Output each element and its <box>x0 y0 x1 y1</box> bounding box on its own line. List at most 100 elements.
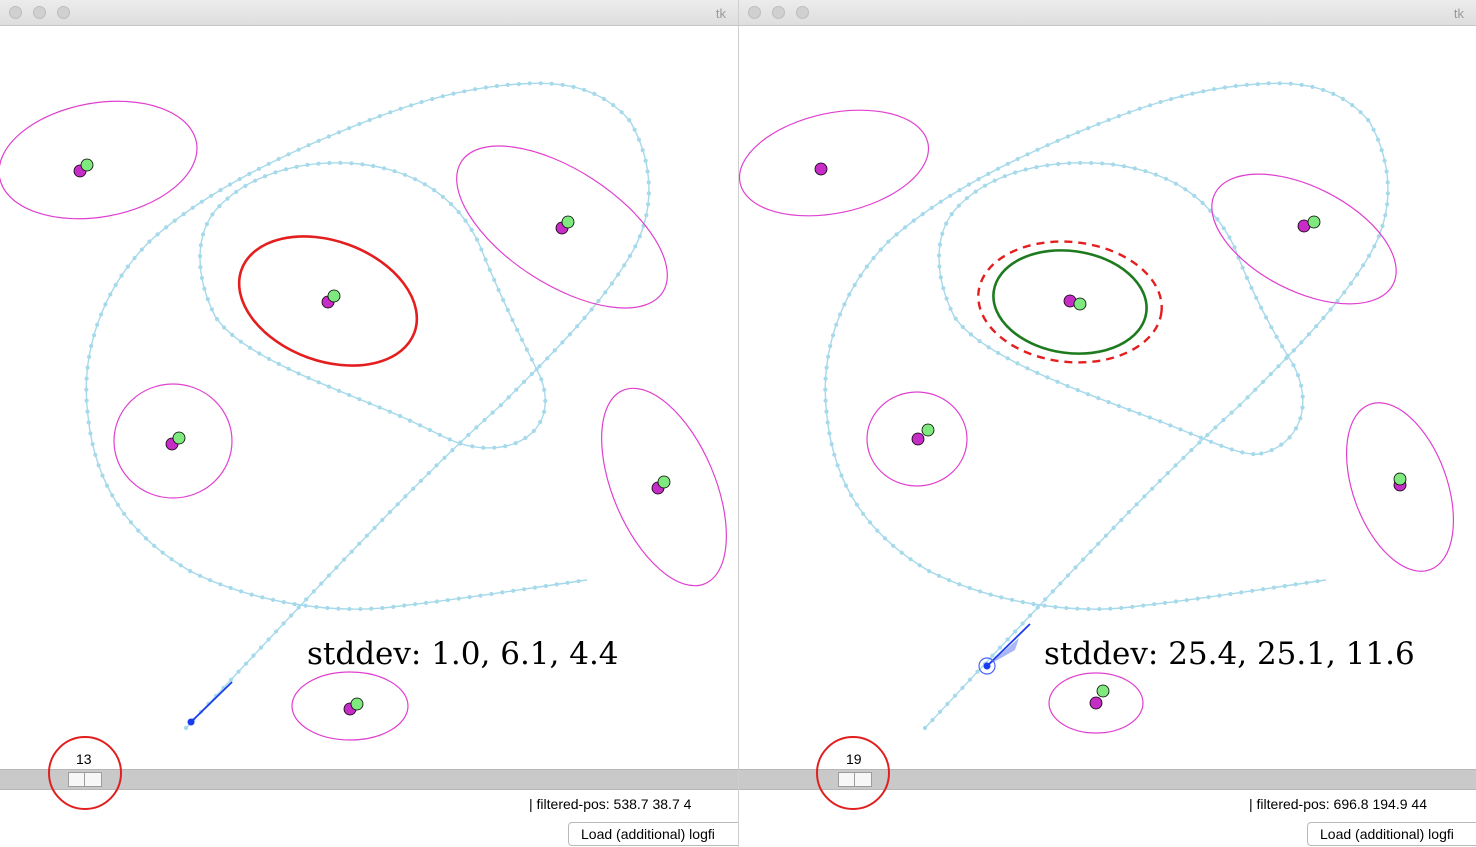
trajectory-point <box>1085 392 1091 397</box>
trajectory-point <box>940 231 945 236</box>
trajectory-point <box>823 387 828 392</box>
trajectory-point <box>286 152 291 157</box>
trajectory-point <box>1250 588 1255 593</box>
trajectory-point <box>1119 517 1124 523</box>
trajectory-point <box>427 427 432 433</box>
window-title: tk <box>1453 6 1464 21</box>
load-logfile-button[interactable]: Load (additional) logfi <box>568 822 738 846</box>
trajectory-point <box>1280 344 1285 349</box>
trajectory-point <box>347 392 352 398</box>
trajectory-point <box>478 593 483 598</box>
trajectory-point <box>529 371 534 377</box>
trajectory-point <box>209 193 214 198</box>
slider-value: 19 <box>846 751 862 767</box>
trajectory-point <box>470 444 475 449</box>
robot-position <box>983 662 991 670</box>
trajectory-point <box>222 325 227 330</box>
close-window-button[interactable] <box>748 6 761 19</box>
timestep-slider[interactable] <box>0 769 738 790</box>
trajectory-point <box>1321 87 1326 92</box>
trajectory-point <box>908 557 913 562</box>
title-bar: tk <box>0 0 738 26</box>
trajectory-point <box>380 605 385 611</box>
trajectory-point <box>582 87 587 92</box>
trajectory-point <box>388 110 393 115</box>
trajectory-point <box>1075 388 1080 393</box>
trajectory-point <box>1002 174 1007 179</box>
trajectory-point <box>1240 450 1245 455</box>
trajectory-point <box>243 183 248 188</box>
minimize-window-button[interactable] <box>33 6 46 19</box>
trajectory-point <box>854 502 859 507</box>
trajectory-point <box>1178 427 1183 432</box>
slider-handle[interactable] <box>68 772 102 787</box>
trajectory-point <box>482 417 487 423</box>
trajectory-point <box>1009 597 1015 603</box>
trajectory-point <box>640 148 645 153</box>
trajectory-point <box>1240 265 1245 270</box>
trajectory-point <box>1103 533 1108 538</box>
trajectory-point <box>964 196 969 201</box>
trajectory-point <box>899 550 904 555</box>
trajectory-point <box>911 218 916 223</box>
trajectory-point <box>542 387 547 392</box>
trajectory-point <box>875 528 880 533</box>
landmark-ellipse <box>601 387 727 587</box>
trajectory-point <box>524 347 530 352</box>
trajectory-point <box>1089 160 1094 166</box>
trajectory-point <box>1121 164 1127 169</box>
trajectory-point <box>218 582 223 587</box>
slam-canvas[interactable]: stddev: 25.4, 25.1, 11.6 <box>739 26 1476 746</box>
trajectory-point <box>392 169 397 174</box>
trajectory-point <box>430 96 435 102</box>
trajectory-point <box>823 398 828 403</box>
slam-canvas[interactable]: stddev: 1.0, 6.1, 4.4 <box>0 26 738 746</box>
trajectory-point <box>929 205 934 210</box>
trajectory-point <box>1221 226 1226 231</box>
trajectory-point <box>1376 234 1381 239</box>
trajectory-point <box>276 361 281 367</box>
trajectory-point <box>1045 143 1050 148</box>
trajectory-point <box>960 685 965 690</box>
trajectory-point <box>1055 138 1060 143</box>
trajectory-point <box>986 345 991 350</box>
trajectory-point <box>1372 244 1377 249</box>
trajectory-point <box>1143 169 1148 174</box>
trajectory-point <box>489 591 494 597</box>
trajectory-point <box>894 232 899 237</box>
landmark-ellipses <box>739 109 1455 734</box>
slider-handle[interactable] <box>838 772 872 787</box>
trajectory-point <box>1045 375 1050 380</box>
stddev-label: stddev: 25.4, 25.1, 11.6 <box>1044 636 1415 672</box>
trajectory-point <box>253 178 258 183</box>
minimize-window-button[interactable] <box>772 6 785 19</box>
load-logfile-button[interactable]: Load (additional) logfi <box>1307 822 1476 846</box>
trajectory-point <box>948 306 953 311</box>
trajectory-point <box>956 203 961 208</box>
zoom-window-button[interactable] <box>57 6 70 19</box>
trajectory-point <box>1035 605 1040 610</box>
trajectory-point <box>977 339 982 344</box>
trajectory-point <box>199 275 204 281</box>
trajectory-point <box>334 565 339 570</box>
trajectory-point <box>843 483 849 488</box>
landmark-ellipse <box>456 145 668 309</box>
trajectory-point <box>637 234 642 239</box>
trajectory-point <box>391 604 396 610</box>
landmark-truth-marker <box>1096 684 1110 698</box>
trajectory-point <box>609 281 615 286</box>
right-window: tk stddev: <box>738 0 1476 847</box>
trajectory-point <box>1209 439 1214 444</box>
trajectory-point <box>861 511 866 516</box>
trajectory-point <box>830 333 836 338</box>
close-window-button[interactable] <box>9 6 22 19</box>
trajectory-point <box>1383 213 1388 218</box>
trajectory-point <box>982 183 988 188</box>
trajectory-point <box>1137 411 1142 416</box>
landmark-truth-marker <box>172 431 186 445</box>
timestep-slider[interactable] <box>739 769 1476 790</box>
zoom-window-button[interactable] <box>796 6 809 19</box>
trajectory-point <box>492 277 497 282</box>
trajectory-point <box>633 244 638 249</box>
trajectory-point <box>596 298 601 304</box>
